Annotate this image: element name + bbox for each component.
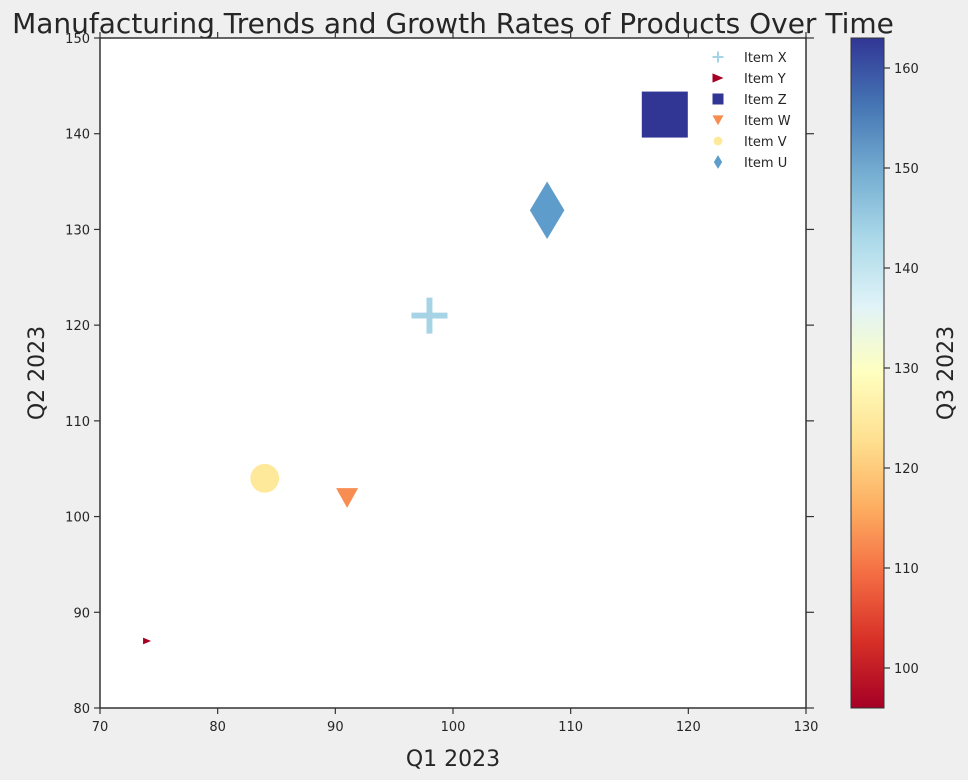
item-x-point [411, 297, 448, 334]
colorbar-tick-label: 120 [894, 462, 919, 477]
x-tick-label: 110 [558, 720, 583, 735]
item-z-point [641, 91, 688, 138]
colorbar-axis: 100 110 120 130 140 150 160 [884, 62, 919, 677]
colorbar-tick-label: 130 [894, 362, 919, 377]
x-tick-label: 90 [327, 720, 344, 735]
y-tick-label: 110 [65, 415, 90, 430]
legend-marker-item-y [712, 73, 724, 83]
legend-label-item-x: Item X [744, 51, 787, 66]
x-axis-label: Q1 2023 [406, 747, 500, 772]
legend-label-item-z: Item Z [744, 93, 787, 108]
legend-label-item-w: Item W [744, 114, 791, 129]
y-tick-label: 130 [65, 223, 90, 238]
colorbar-label: Q3 2023 [934, 326, 959, 420]
legend-marker-item-u [713, 155, 723, 169]
x-axis: 70 80 90 100 110 120 130 [92, 32, 819, 735]
legend-marker-item-x [712, 51, 724, 63]
y-axis-label: Q2 2023 [25, 326, 50, 420]
x-tick-label: 80 [209, 720, 226, 735]
y-tick-label: 120 [65, 319, 90, 334]
plot-area [99, 37, 807, 709]
legend-label-item-v: Item V [744, 135, 787, 150]
item-w-point [336, 488, 359, 508]
colorbar-tick-label: 110 [894, 562, 919, 577]
y-tick-label: 90 [73, 606, 90, 621]
y-tick-label: 150 [65, 32, 90, 47]
legend-marker-item-z [712, 93, 724, 105]
x-tick-label: 120 [676, 720, 701, 735]
y-axis: 80 90 100 110 120 130 140 150 [65, 32, 814, 717]
x-tick-label: 100 [441, 720, 466, 735]
colorbar [850, 37, 885, 709]
y-tick-label: 80 [73, 702, 90, 717]
legend-label-item-u: Item U [744, 156, 787, 171]
legend-marker-item-v [713, 136, 723, 146]
y-tick-label: 100 [65, 511, 90, 526]
item-v-point [250, 463, 280, 493]
x-tick-label: 70 [92, 720, 109, 735]
item-u-point [529, 181, 565, 240]
colorbar-tick-label: 100 [894, 662, 919, 677]
legend-label-item-y: Item Y [744, 72, 786, 87]
data-points [143, 91, 688, 645]
legend-marker-item-w [712, 115, 724, 126]
x-tick-label: 130 [794, 720, 819, 735]
legend: Item X Item Y Item Z Item W Item V Item U [712, 51, 791, 171]
item-y-point [143, 637, 152, 645]
colorbar-tick-label: 140 [894, 262, 919, 277]
y-tick-label: 140 [65, 128, 90, 143]
colorbar-tick-label: 160 [894, 62, 919, 77]
colorbar-tick-label: 150 [894, 162, 919, 177]
